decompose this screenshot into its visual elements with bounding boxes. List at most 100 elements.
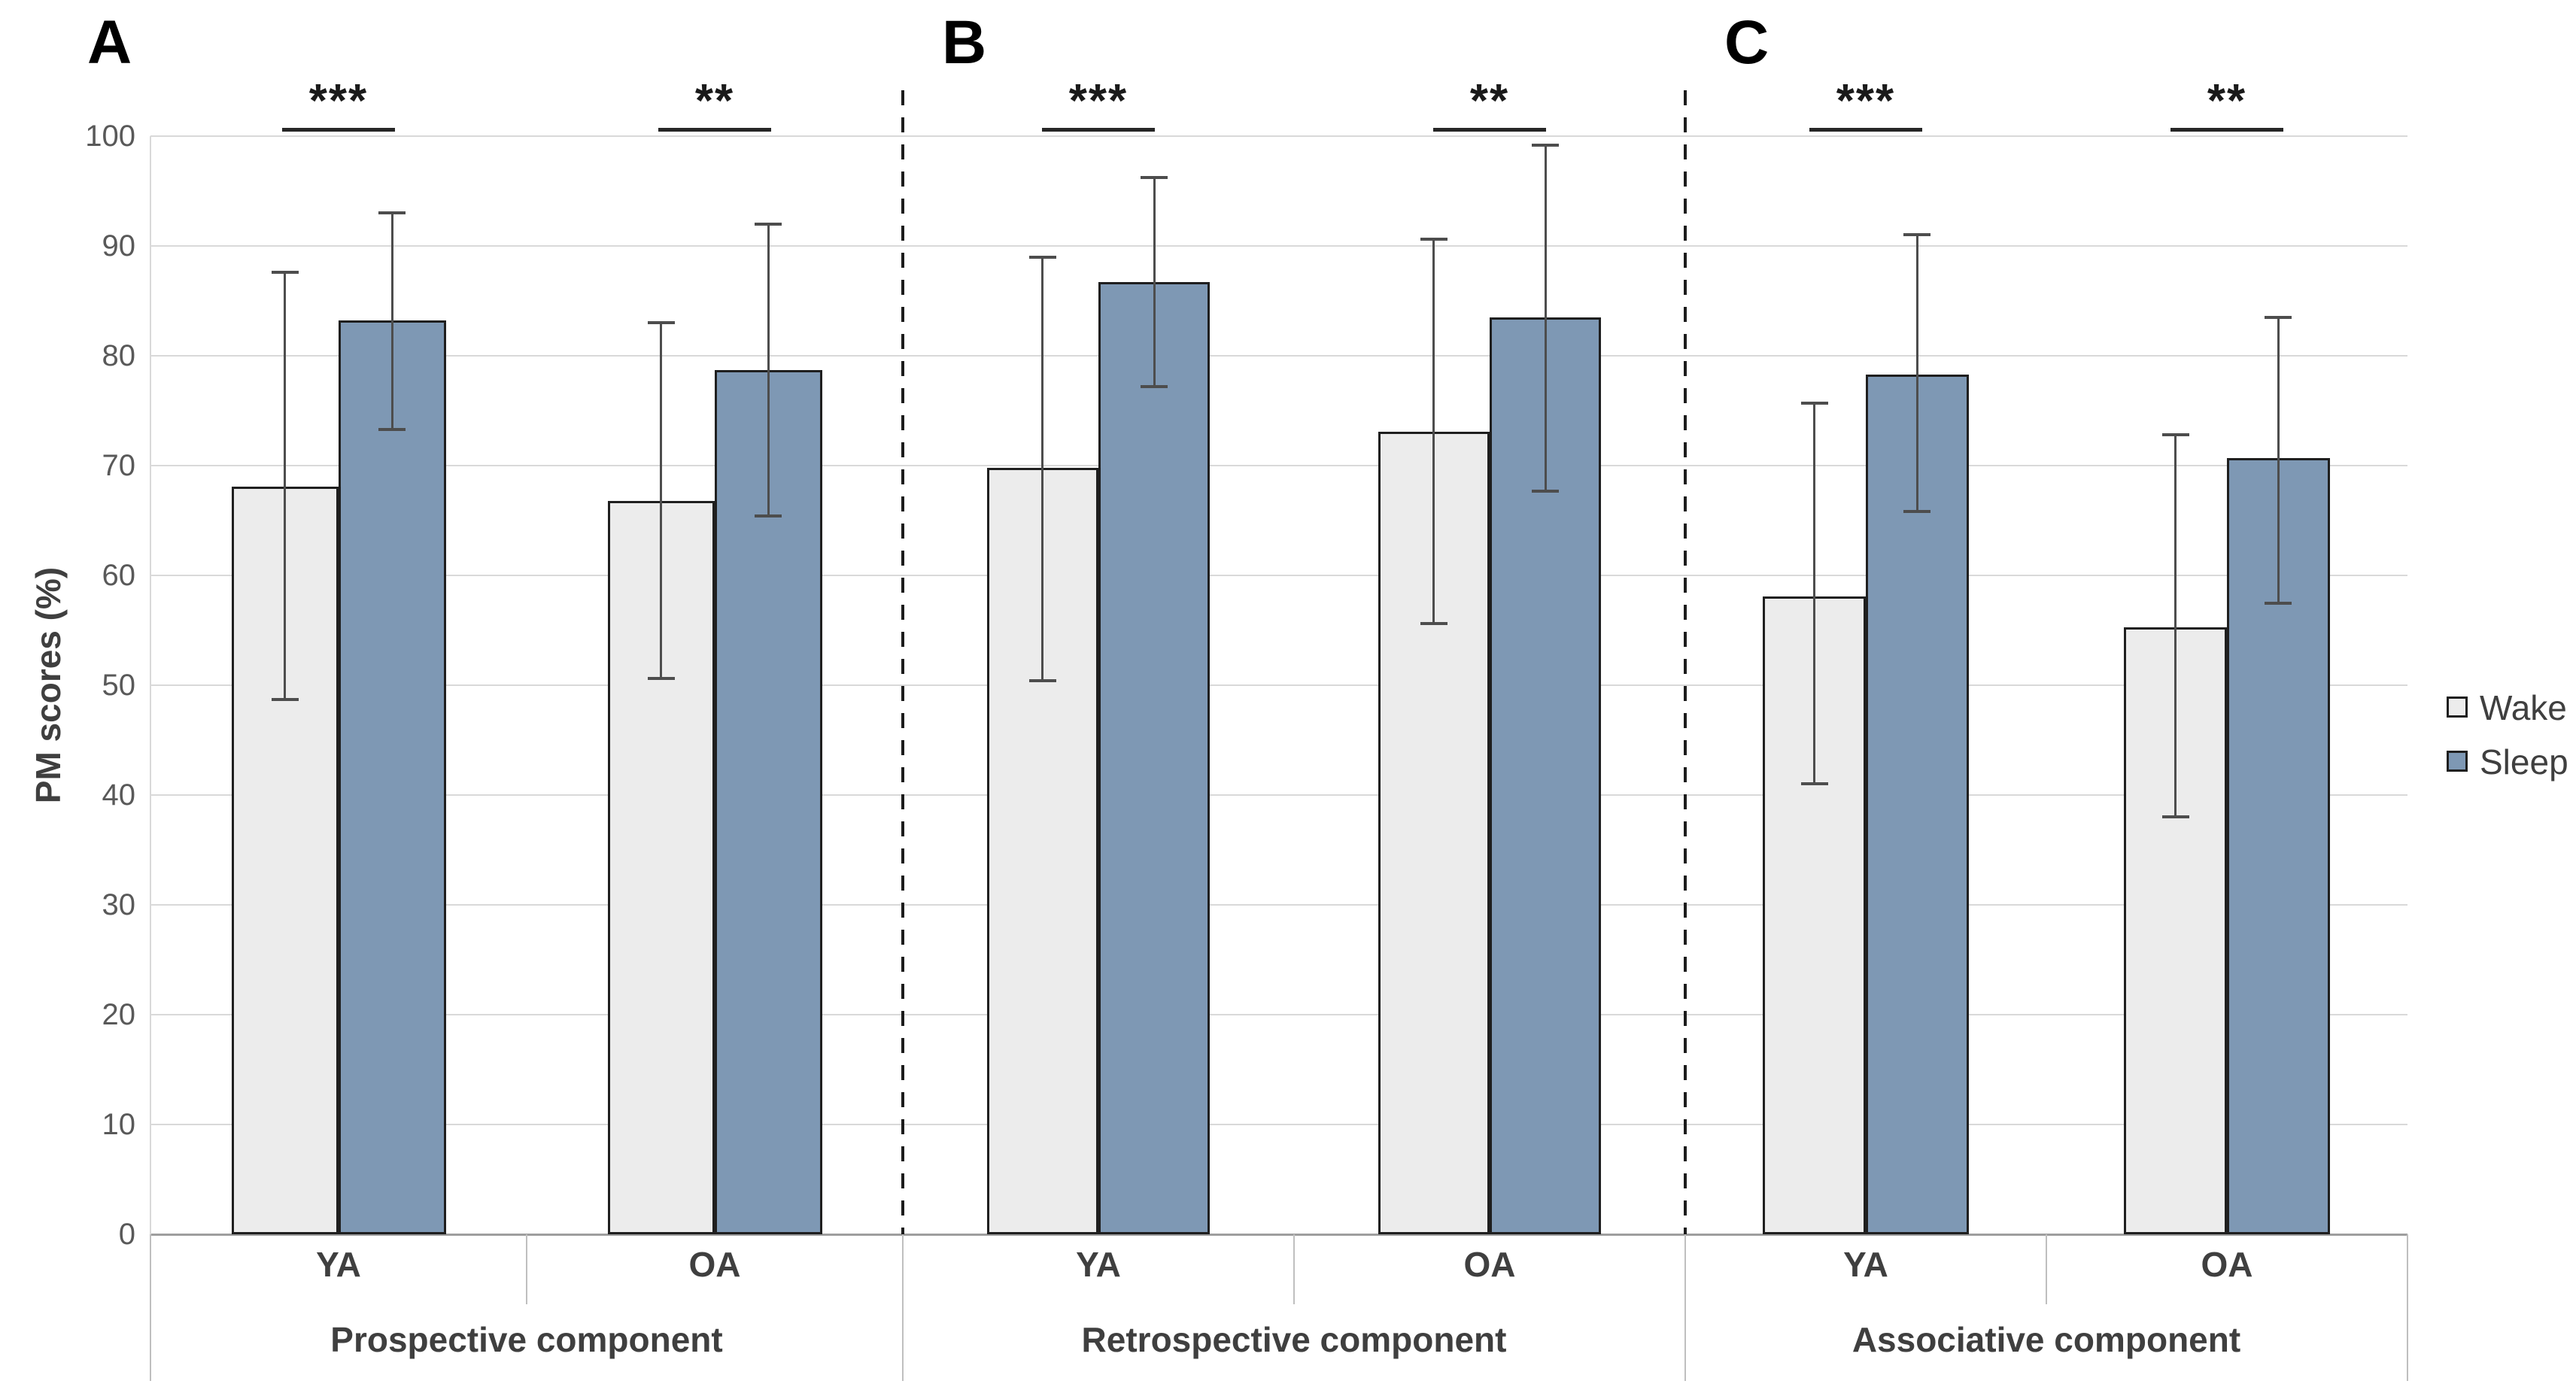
category-label-YA: YA — [1076, 1245, 1121, 1284]
error-bar — [1915, 235, 1918, 512]
gridline-10 — [150, 1124, 2407, 1125]
bar-ya-sleep — [1098, 282, 1211, 1234]
error-bar — [1041, 256, 1044, 681]
error-bar — [660, 323, 663, 679]
y-tick-label: 100 — [85, 120, 135, 153]
error-bar — [1432, 239, 1435, 624]
panel-letter-C: C — [1724, 8, 1769, 77]
significance-line — [2170, 128, 2283, 132]
error-bar — [1153, 178, 1156, 387]
axis-tick-short — [1293, 1234, 1295, 1304]
panel-caption: Prospective component — [330, 1320, 723, 1359]
panel-separator-dashed — [901, 90, 904, 1234]
y-tick-label: 60 — [102, 559, 136, 592]
gridline-40 — [150, 794, 2407, 796]
error-bar-cap-bottom — [2265, 601, 2292, 605]
error-bar-cap-top — [1420, 238, 1447, 241]
panel-letter-B: B — [942, 8, 987, 77]
error-bar-cap-top — [1800, 401, 1828, 405]
panel-caption: Retrospective component — [1081, 1320, 1507, 1359]
error-bar-cap-bottom — [1800, 782, 1828, 786]
error-bar-cap-bottom — [1532, 489, 1560, 493]
axis-tick-short — [2046, 1234, 2047, 1304]
bar-ya-sleep — [339, 320, 446, 1234]
error-bar-cap-bottom — [1028, 679, 1056, 683]
legend-label-wake: Wake — [2480, 688, 2567, 727]
error-bar — [767, 223, 770, 517]
y-tick-label: 80 — [102, 339, 136, 372]
gridline-80 — [150, 355, 2407, 357]
category-label-YA: YA — [1843, 1245, 1888, 1284]
panel-letter-A: A — [87, 8, 132, 77]
gridline-50 — [150, 684, 2407, 686]
y-axis-line — [150, 136, 151, 1234]
error-bar-cap-bottom — [1141, 384, 1168, 388]
significance-stars: ** — [694, 75, 735, 127]
error-bar-cap-bottom — [1420, 622, 1447, 626]
axis-tick-short — [526, 1234, 527, 1304]
error-bar-cap-top — [1903, 233, 1931, 237]
y-tick-label: 40 — [102, 778, 136, 812]
category-label-YA: YA — [316, 1245, 361, 1284]
axis-tick-long — [902, 1234, 904, 1381]
significance-stars: ** — [1469, 75, 1510, 127]
error-bar-cap-top — [2265, 315, 2292, 319]
error-bar-cap-bottom — [271, 697, 299, 701]
significance-line — [1433, 128, 1546, 132]
error-bar — [2277, 317, 2280, 603]
panel-separator-dashed — [1684, 90, 1687, 1234]
error-bar — [2174, 435, 2177, 818]
significance-line — [1042, 128, 1155, 132]
error-bar-cap-top — [271, 271, 299, 275]
gridline-70 — [150, 465, 2407, 466]
error-bar-cap-top — [1532, 143, 1560, 147]
error-bar-cap-top — [1141, 176, 1168, 180]
axis-tick-long — [150, 1234, 151, 1381]
significance-stars: *** — [1836, 75, 1896, 127]
error-bar-cap-top — [755, 222, 782, 226]
gridline-90 — [150, 245, 2407, 247]
gridline-100 — [150, 135, 2407, 137]
error-bar-cap-top — [1028, 255, 1056, 259]
error-bar-cap-top — [647, 321, 675, 325]
bar-ya-sleep — [1866, 374, 1969, 1234]
y-tick-label: 90 — [102, 229, 136, 263]
gridline-30 — [150, 904, 2407, 906]
significance-line — [282, 128, 395, 132]
gridline-60 — [150, 575, 2407, 576]
error-bar-cap-bottom — [378, 427, 406, 431]
gridline-20 — [150, 1014, 2407, 1015]
significance-stars: *** — [1068, 75, 1129, 127]
error-bar-cap-bottom — [647, 677, 675, 681]
panel-caption: Associative component — [1852, 1320, 2241, 1359]
y-tick-label: 30 — [102, 888, 136, 921]
significance-line — [658, 128, 771, 132]
error-bar-cap-bottom — [1903, 510, 1931, 514]
category-label-OA: OA — [2201, 1245, 2253, 1284]
y-tick-label: 10 — [102, 1108, 136, 1141]
legend-label-sleep: Sleep — [2480, 742, 2568, 781]
bar-oa-wake — [1378, 431, 1490, 1234]
error-bar — [390, 213, 393, 429]
legend-swatch-sleep — [2447, 751, 2468, 772]
error-bar — [284, 272, 287, 700]
error-bar-cap-bottom — [2161, 815, 2189, 819]
significance-line — [1809, 128, 1922, 132]
y-tick-label: 0 — [118, 1218, 135, 1251]
significance-stars: ** — [2207, 75, 2247, 127]
y-tick-label: 70 — [102, 449, 136, 482]
axis-tick-long — [1684, 1234, 1686, 1381]
error-bar-cap-bottom — [755, 514, 782, 518]
error-bar — [1813, 402, 1816, 785]
significance-stars: *** — [308, 75, 369, 127]
error-bar — [1544, 144, 1547, 491]
legend-swatch-wake — [2447, 697, 2468, 718]
error-bar-cap-top — [2161, 433, 2189, 437]
axis-tick-long — [2407, 1234, 2408, 1381]
y-tick-label: 20 — [102, 998, 136, 1031]
error-bar-cap-top — [378, 211, 406, 215]
x-axis-baseline — [150, 1234, 2407, 1236]
category-label-OA: OA — [1463, 1245, 1516, 1284]
category-label-OA: OA — [688, 1245, 741, 1284]
